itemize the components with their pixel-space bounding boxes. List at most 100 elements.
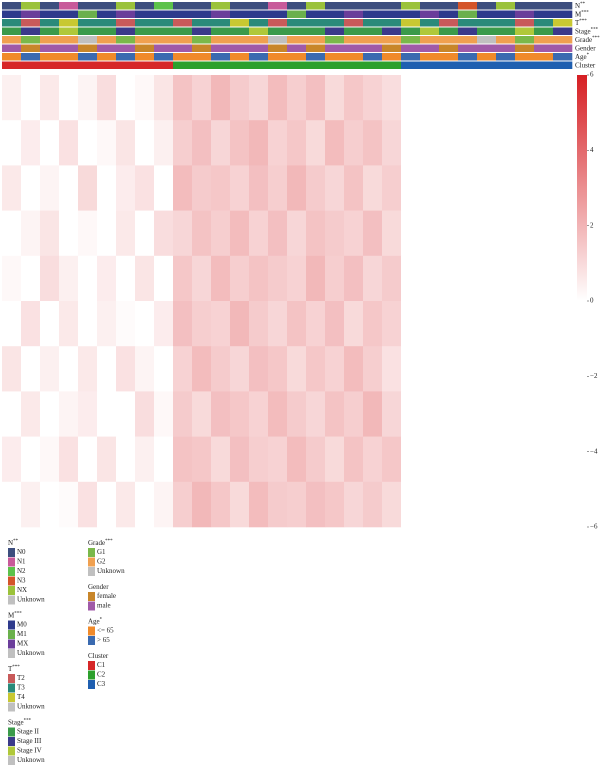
legend-label: MX bbox=[17, 640, 28, 648]
annotation-cell bbox=[135, 2, 155, 10]
annotation-cell bbox=[2, 44, 22, 52]
legend-label: C3 bbox=[97, 680, 106, 688]
heatmap-cell bbox=[287, 391, 307, 437]
annotation-cell bbox=[268, 44, 288, 52]
heatmap-cell bbox=[306, 210, 326, 257]
heatmap-cell bbox=[40, 481, 60, 528]
legend-swatch bbox=[8, 702, 15, 712]
annotation-cell bbox=[458, 44, 478, 52]
annotation-cell bbox=[477, 10, 497, 18]
heatmap-cell bbox=[135, 481, 155, 528]
heatmap-cell bbox=[401, 346, 421, 392]
legend-label: G2 bbox=[97, 558, 106, 566]
legend-label: T4 bbox=[17, 693, 25, 701]
heatmap-cell bbox=[534, 120, 554, 166]
heatmap-cell bbox=[173, 481, 193, 528]
heatmap-cell bbox=[477, 255, 497, 302]
annotation-cell bbox=[344, 2, 364, 10]
annotation-cell bbox=[439, 2, 459, 10]
heatmap-cell bbox=[382, 210, 402, 257]
annotation-cell bbox=[135, 10, 155, 18]
legend-swatch bbox=[8, 727, 15, 737]
annotation-cell bbox=[2, 19, 22, 27]
heatmap-cell bbox=[382, 391, 402, 437]
label-name: Cluster bbox=[88, 652, 109, 660]
legend-swatch bbox=[88, 601, 95, 611]
heatmap-cell bbox=[401, 120, 421, 166]
heatmap-cell bbox=[249, 301, 269, 347]
annotation-cell bbox=[344, 61, 364, 69]
annotation-cell bbox=[363, 27, 383, 35]
annotation-cell bbox=[40, 10, 60, 18]
heatmap-cell bbox=[325, 165, 345, 211]
annotation-cell bbox=[2, 61, 22, 69]
colorbar-tick-label: 4 bbox=[590, 146, 594, 154]
heatmap-cell bbox=[382, 436, 402, 483]
heatmap-cell bbox=[306, 301, 326, 347]
annotation-cell bbox=[534, 19, 554, 27]
label: Gender bbox=[88, 583, 109, 591]
annotation-cell bbox=[306, 36, 326, 44]
heatmap-cell bbox=[59, 346, 79, 392]
heatmap-cell bbox=[230, 346, 250, 392]
annotation-cell bbox=[458, 36, 478, 44]
annotation-cell bbox=[553, 2, 573, 10]
heatmap-cell bbox=[515, 346, 535, 392]
annotation-cell bbox=[21, 36, 41, 44]
annotation-cell bbox=[344, 53, 364, 61]
heatmap-cell bbox=[135, 210, 155, 257]
annotation-cell bbox=[306, 53, 326, 61]
annotation-cell bbox=[420, 36, 440, 44]
heatmap-cell bbox=[249, 346, 269, 392]
label: T*** bbox=[8, 665, 20, 673]
heatmap-cell bbox=[306, 391, 326, 437]
heatmap-cell bbox=[458, 301, 478, 347]
annotation-cell bbox=[78, 44, 98, 52]
heatmap-cell bbox=[135, 165, 155, 211]
heatmap-cell bbox=[192, 481, 212, 528]
heatmap-cell bbox=[515, 255, 535, 302]
heatmap-cell bbox=[116, 301, 136, 347]
significance: * bbox=[587, 53, 590, 58]
heatmap-cell bbox=[439, 301, 459, 347]
colorbar bbox=[577, 75, 587, 527]
heatmap-cell bbox=[21, 301, 41, 347]
annotation-cell bbox=[59, 10, 79, 18]
legend-swatch bbox=[8, 557, 15, 567]
heatmap-cell bbox=[21, 436, 41, 483]
annotation-cell bbox=[325, 53, 345, 61]
legend-label: male bbox=[97, 602, 111, 610]
heatmap-cell bbox=[325, 255, 345, 302]
annotation-cell bbox=[382, 53, 402, 61]
annotation-cell bbox=[192, 10, 212, 18]
heatmap-cell bbox=[97, 165, 117, 211]
heatmap-cell bbox=[401, 436, 421, 483]
annotation-cell bbox=[477, 44, 497, 52]
annotation-cell bbox=[2, 2, 22, 10]
annotation-cell bbox=[439, 10, 459, 18]
annotation-cell bbox=[211, 61, 231, 69]
annotation-cell bbox=[2, 53, 22, 61]
annotation-cell bbox=[230, 61, 250, 69]
annotation-cell bbox=[154, 19, 174, 27]
legend-label: Stage III bbox=[17, 737, 42, 745]
heatmap-cell bbox=[40, 210, 60, 257]
heatmap-cell bbox=[249, 255, 269, 302]
annotation-cell bbox=[401, 19, 421, 27]
heatmap-cell bbox=[287, 301, 307, 347]
annotation-cell bbox=[458, 19, 478, 27]
heatmap-cell bbox=[458, 481, 478, 528]
annotation-cell bbox=[306, 61, 326, 69]
heatmap-cell bbox=[249, 120, 269, 166]
annotation-cell bbox=[2, 10, 22, 18]
annotation-cell bbox=[59, 53, 79, 61]
heatmap-cell bbox=[97, 210, 117, 257]
heatmap-cell bbox=[97, 120, 117, 166]
annotation-cell bbox=[154, 53, 174, 61]
legend-label: G1 bbox=[97, 548, 106, 556]
annotation-cell bbox=[287, 27, 307, 35]
heatmap-cell bbox=[420, 120, 440, 166]
heatmap-cell bbox=[344, 346, 364, 392]
legend-swatch bbox=[8, 630, 15, 639]
label-name: M bbox=[8, 611, 15, 619]
